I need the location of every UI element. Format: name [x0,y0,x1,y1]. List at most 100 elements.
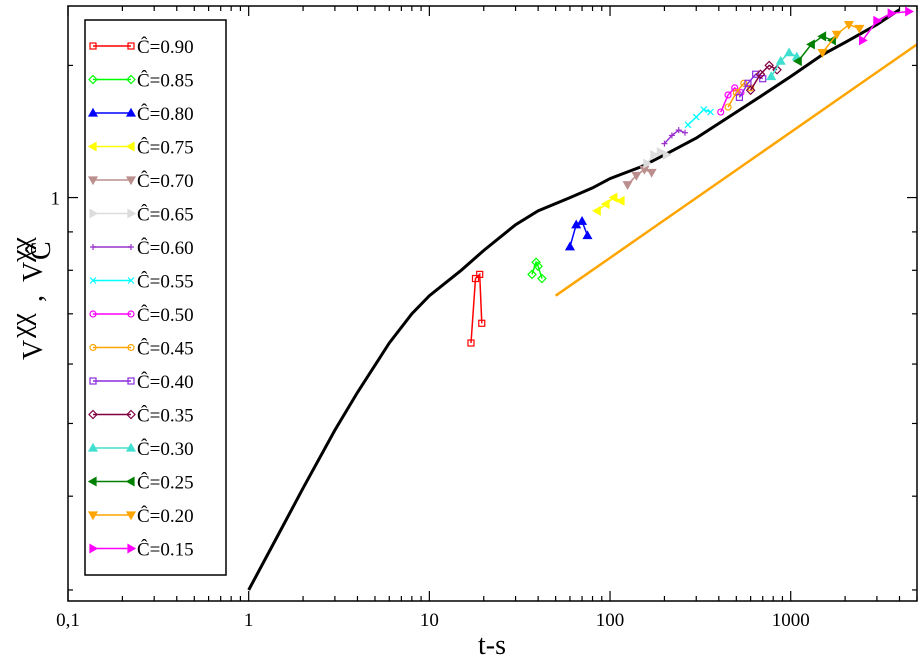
data-point [615,195,625,206]
guide-line [554,43,917,297]
legend-item-0.55: Ĉ=0.55 [89,271,194,293]
legend-marker [87,107,99,117]
data-point [531,257,541,268]
x-tick-label: 0,1 [56,610,80,631]
data-point [724,91,732,99]
data-point [772,64,782,75]
legend-marker [127,208,137,219]
legend-label: Ĉ=0.30 [137,438,194,460]
legend-item-0.30: Ĉ=0.30 [87,438,194,460]
data-point [766,71,777,81]
legend-marker [89,343,97,352]
data-point [744,79,752,87]
data-point [662,149,672,160]
series-0.20 [817,21,865,58]
legend-marker [127,310,135,318]
legend-marker [127,277,135,284]
legend-marker [89,543,99,554]
data-point [887,8,897,19]
y-axis-title-second-sup: χχ [6,237,37,263]
legend-label: Ĉ=0.45 [137,338,194,360]
legend-marker [89,208,99,219]
legend-label: Ĉ=0.15 [137,539,194,561]
legend-label: Ĉ=0.80 [137,103,194,125]
legend-item-0.75: Ĉ=0.75 [87,137,194,159]
series-0.55 [684,106,714,129]
data-point [471,274,480,283]
y-axis-title-separator: , [18,295,49,302]
legend-item-0.20: Ĉ=0.20 [87,505,194,527]
legend-item-0.45: Ĉ=0.45 [89,338,194,360]
legend-marker [125,141,135,152]
series-0.60 [661,127,689,147]
legend-label: Ĉ=0.50 [137,304,194,326]
data-point [533,261,543,272]
series-line [749,64,778,91]
series-line [663,129,686,145]
legend-marker [126,74,136,85]
data-point [582,230,593,240]
data-point [707,108,714,116]
data-point [467,339,475,347]
legend-marker [87,442,99,452]
plot-layer [247,6,917,591]
legend-marker [127,343,135,352]
series-0.65 [643,146,672,169]
data-point [564,241,575,251]
data-point [646,168,657,178]
x-tick-label: 100 [596,610,625,631]
data-point [700,106,708,113]
data-point [631,171,642,181]
legend-item-0.70: Ĉ=0.70 [87,170,194,192]
legend-item-0.80: Ĉ=0.80 [87,103,194,125]
data-point [643,158,653,169]
data-point [905,6,914,17]
series-line [861,10,909,41]
data-point [752,70,760,78]
data-point [622,181,633,190]
data-point [592,205,601,216]
legend-item-0.25: Ĉ=0.25 [87,472,194,494]
x-tick-label: 1 [244,610,254,631]
series-0.30 [766,47,802,81]
legend-label: Ĉ=0.35 [137,405,194,427]
legend-item-0.60: Ĉ=0.60 [90,237,194,259]
legend-label: Ĉ=0.90 [137,36,194,58]
legend-item-0.35: Ĉ=0.35 [88,405,194,427]
series-0.75 [592,192,625,216]
legend-label: Ĉ=0.25 [137,472,194,494]
data-point [661,140,668,147]
data-point [806,39,815,50]
legend-item-0.85: Ĉ=0.85 [88,70,194,92]
legend-marker [127,42,135,50]
y-axis-title-second: V [18,262,49,282]
data-point [476,270,484,278]
data-point [817,49,828,58]
x-tick-label: 10 [420,610,439,631]
legend-marker [90,244,96,250]
series-0.80 [564,216,593,251]
legend-label: Ĉ=0.70 [137,170,194,192]
legend-marker [126,409,136,420]
data-point [668,132,675,139]
x-axis-title: t-s [478,630,506,660]
legend-label: Ĉ=0.60 [137,237,194,259]
legend-marker [89,42,97,50]
legend-marker [89,277,97,284]
data-point [675,127,682,134]
legend-marker [125,176,137,186]
data-point [692,113,700,121]
legend-item-0.90: Ĉ=0.90 [89,36,194,58]
legend-marker [125,511,137,521]
data-point [792,56,802,67]
reference-curve [247,8,901,591]
legend-marker [87,141,97,152]
legend: Ĉ=0.90 Ĉ=0.85 Ĉ=0.80 Ĉ=0.75 Ĉ=0.70 Ĉ=0.65 Ĉ=0.… [84,19,227,576]
data-point [656,146,666,158]
x-tick-label: 1000 [772,610,810,631]
legend-item-0.65: Ĉ=0.65 [89,204,194,226]
data-point [859,35,868,46]
legend-item-0.50: Ĉ=0.50 [89,304,194,326]
legend-item-0.40: Ĉ=0.40 [89,371,194,393]
